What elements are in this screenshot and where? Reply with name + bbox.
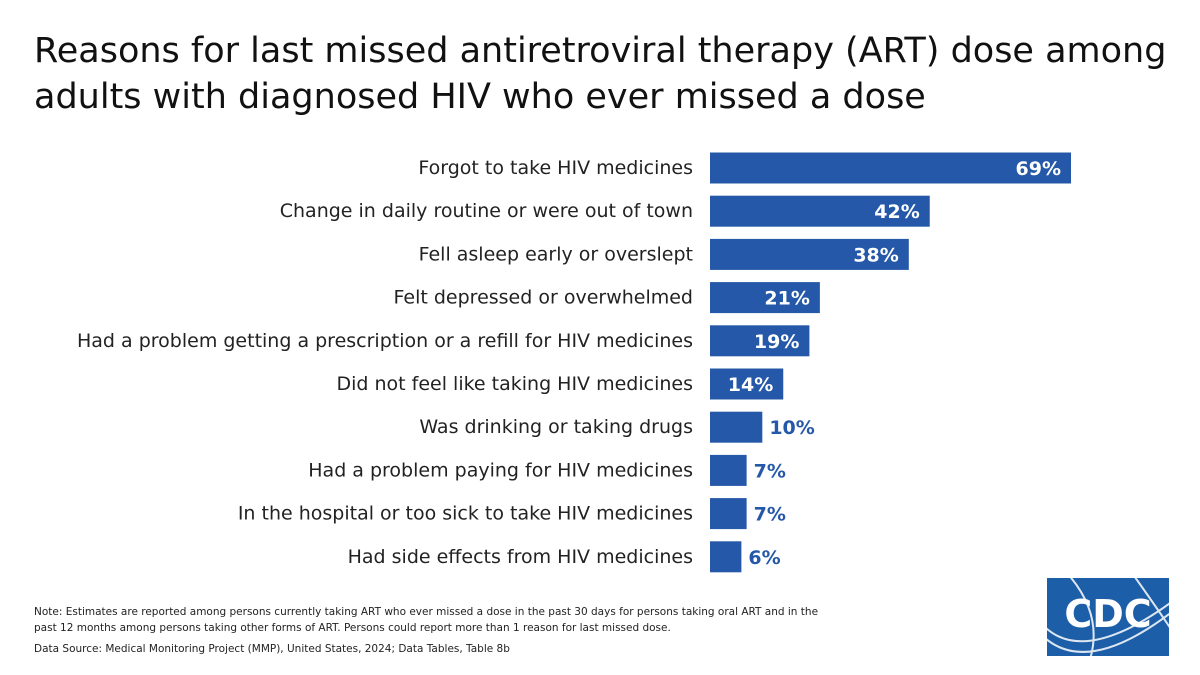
category-label: Fell asleep early or overslept: [419, 243, 693, 265]
category-label: Change in daily routine or were out of t…: [280, 200, 693, 222]
data-label: 14%: [728, 374, 773, 396]
data-label: 19%: [754, 331, 799, 353]
bar: [710, 152, 1071, 184]
bar: [710, 411, 763, 443]
data-label: 6%: [748, 547, 780, 569]
category-label: In the hospital or too sick to take HIV …: [238, 503, 693, 525]
category-label: Had a problem paying for HIV medicines: [308, 459, 693, 481]
data-label: 7%: [754, 460, 786, 482]
category-labels: Forgot to take HIV medicines Change in da…: [77, 157, 693, 568]
data-label: 7%: [754, 504, 786, 526]
data-label: 42%: [874, 201, 919, 223]
bars: [710, 152, 1071, 573]
bar-chart: Forgot to take HIV medicines Change in da…: [77, 152, 1071, 573]
category-label: Had a problem getting a prescription or …: [77, 330, 693, 352]
footnote: Note: Estimates are reported among perso…: [34, 606, 819, 634]
data-source: Data Source: Medical Monitoring Project …: [34, 643, 510, 655]
data-label: 38%: [853, 244, 898, 266]
bar: [710, 238, 909, 270]
bar: [710, 454, 747, 486]
bar: [710, 368, 784, 400]
bar: [710, 282, 820, 314]
category-label: Did not feel like taking HIV medicines: [336, 373, 693, 395]
data-label: 69%: [1016, 158, 1061, 180]
data-label: 21%: [764, 288, 809, 310]
bar: [710, 195, 930, 227]
value-labels: 69% 42% 38% 21% 19% 14% 10% 7% 7% 6%: [728, 158, 1061, 569]
category-label: Felt depressed or overwhelmed: [394, 287, 693, 309]
category-label: Had side effects from HIV medicines: [348, 546, 693, 568]
bar: [710, 498, 747, 530]
data-label: 10%: [769, 417, 814, 439]
category-label: Forgot to take HIV medicines: [418, 157, 693, 179]
cdc-logo-icon: CDC: [1047, 578, 1169, 656]
logo-text: CDC: [1064, 592, 1151, 636]
bar: [710, 325, 810, 357]
chart-title: Reasons for last missed antiretroviral t…: [34, 31, 1167, 117]
bar: [710, 541, 742, 573]
category-label: Was drinking or taking drugs: [419, 416, 693, 438]
